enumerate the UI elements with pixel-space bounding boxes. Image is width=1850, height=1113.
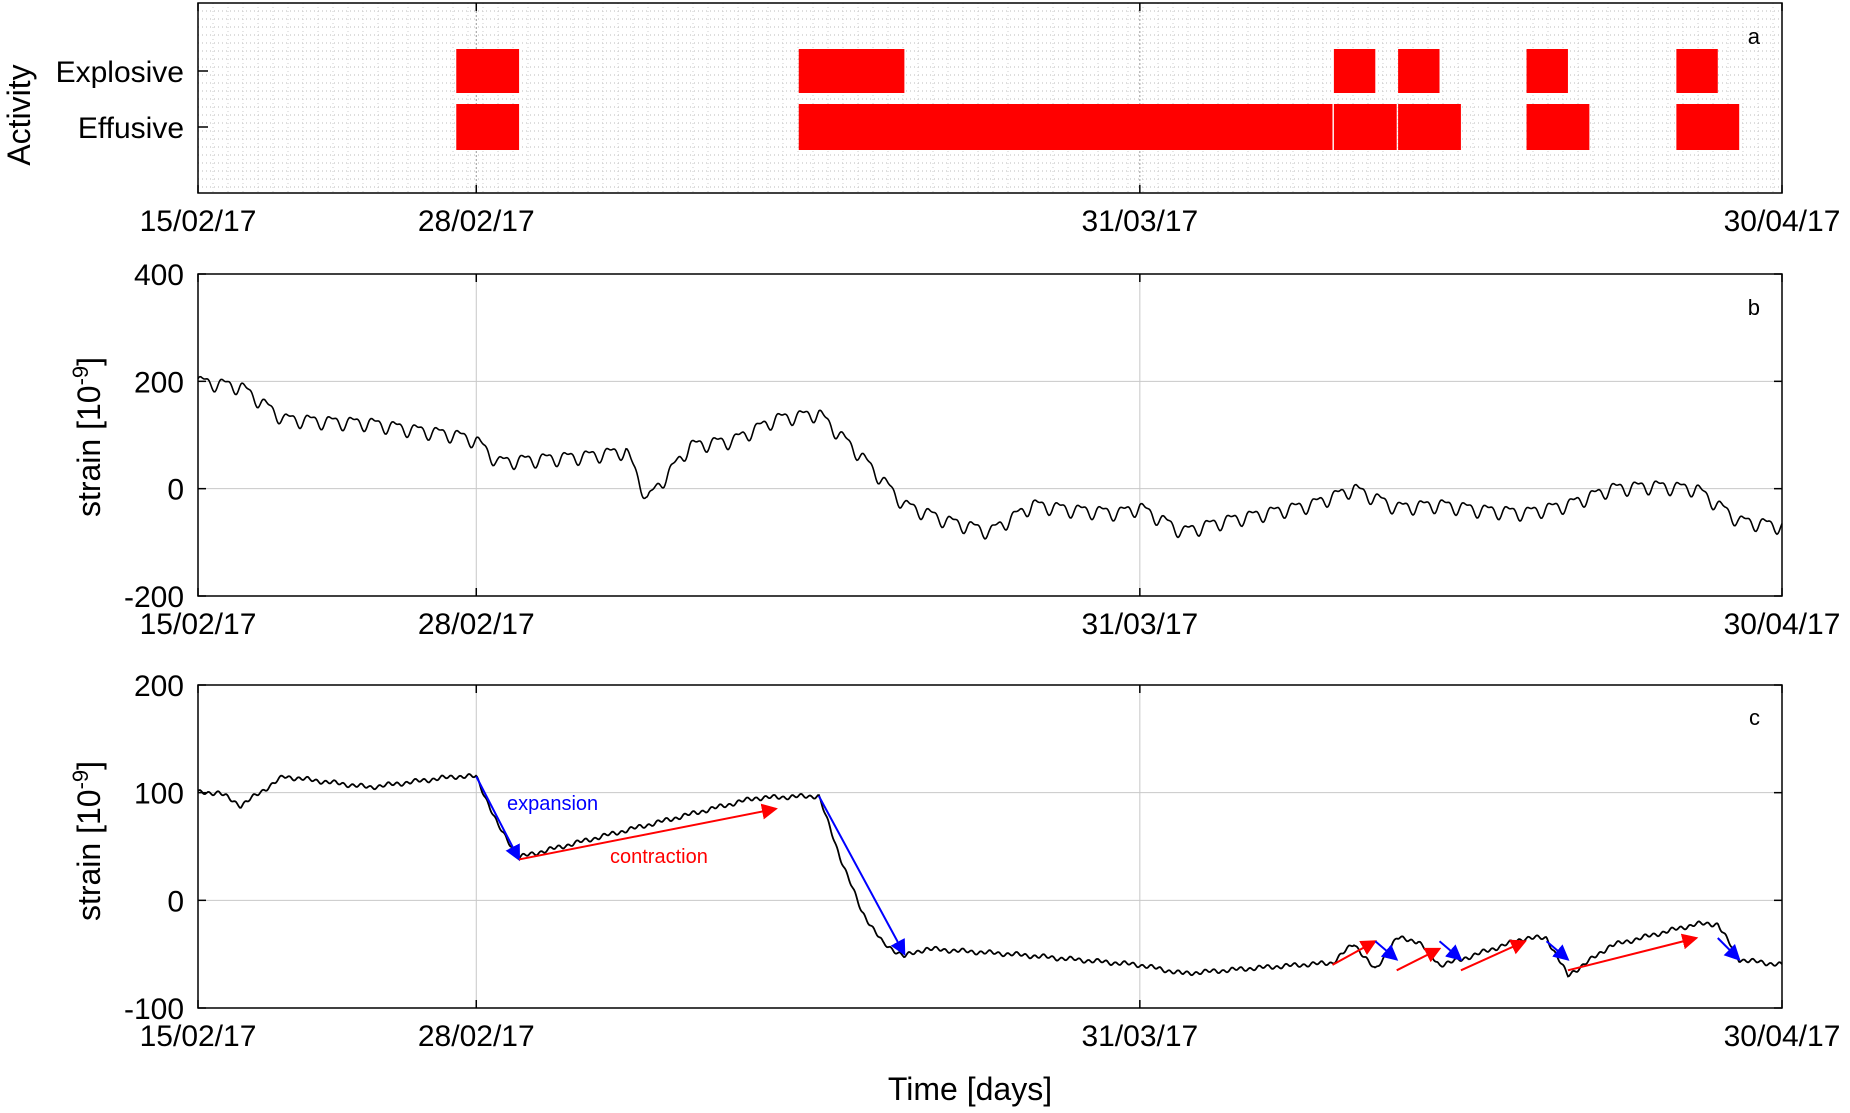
y-tick-explosive: Explosive [56, 56, 184, 89]
x-tick-label: 15/02/17 [140, 1020, 257, 1053]
panel-b-frame [197, 273, 1783, 597]
activity-bar-explosive [456, 49, 520, 93]
activity-bar-explosive [798, 49, 905, 93]
y-axis-label-activity: Activity [1, 64, 37, 165]
x-tick-label: 28/02/17 [418, 608, 535, 641]
arrow-contraction [1396, 947, 1442, 972]
activity-bar-explosive [1676, 49, 1718, 93]
y-axis-label-b-end: ] [71, 357, 107, 366]
annotation-contraction: contraction [610, 846, 708, 868]
panel-label-c: c [1749, 705, 1760, 730]
y-tick-label: 100 [134, 778, 184, 811]
y-tick-label: 200 [134, 670, 184, 703]
x-tick-label: 31/03/17 [1081, 1020, 1198, 1053]
arrow-expansion [1717, 937, 1741, 961]
activity-bar-effusive [456, 104, 520, 150]
x-tick-label: 30/04/17 [1724, 608, 1841, 641]
x-tick-label: 28/02/17 [418, 1020, 535, 1053]
y-tick-label: 0 [167, 885, 184, 918]
arrow-contraction [1460, 939, 1527, 972]
annotation-expansion: expansion [507, 793, 598, 815]
arrow-contraction [1332, 940, 1378, 966]
activity-bar-effusive [798, 104, 1333, 150]
y-tick-label: 200 [134, 366, 184, 399]
x-tick-label: 15/02/17 [140, 205, 257, 238]
y-tick-effusive: Effusive [78, 112, 184, 145]
series-line-strain-c [197, 773, 1783, 978]
panel-label-b: b [1748, 295, 1760, 320]
arrow-expansion [1545, 940, 1570, 961]
arrow-expansion [475, 776, 520, 862]
x-tick-label: 30/04/17 [1724, 1020, 1841, 1053]
y-axis-label-c-text: strain [10 [71, 789, 107, 921]
activity-bar-effusive [1333, 104, 1397, 150]
y-tick-label: 0 [167, 474, 184, 507]
series-line-strain-b [197, 375, 1783, 540]
x-tick-label: 30/04/17 [1724, 205, 1841, 238]
panel-a-frame [197, 2, 1783, 194]
panel-c-frame [197, 684, 1783, 1009]
y-tick-label: -100 [124, 993, 184, 1026]
activity-bar-effusive [1398, 104, 1461, 150]
y-axis-label-b-text: strain [10 [71, 385, 107, 517]
activity-bar-explosive [1398, 49, 1440, 93]
panel-c: expansion contraction -100 0 100 200 15/02/… [68, 670, 1840, 1053]
activity-bar-effusive [1526, 104, 1590, 150]
x-tick-label: 15/02/17 [140, 608, 257, 641]
arrow-expansion [817, 795, 906, 956]
panel-label-a: a [1748, 24, 1761, 49]
y-tick-label: -200 [124, 581, 184, 614]
y-axis-label-c: strain [10-9] [68, 761, 107, 921]
x-axis-label: Time [days] [888, 1071, 1052, 1107]
activity-bar-explosive [1526, 49, 1568, 93]
panel-b: -200 0 200 400 15/02/17 28/02/17 31/03/17 30/0… [68, 259, 1840, 641]
panel-a: Explosive Effusive Activity a 15/02/17 28… [1, 2, 1841, 238]
x-tick-label: 31/03/17 [1081, 608, 1198, 641]
activity-bar-explosive [1333, 49, 1376, 93]
y-tick-label: 400 [134, 259, 184, 292]
y-axis-label-b: strain [10-9] [68, 357, 107, 517]
y-axis-label-c-end: ] [71, 761, 107, 770]
arrow-expansion [1438, 940, 1463, 961]
y-axis-label-c-exponent: -9 [68, 770, 93, 790]
activity-bar-effusive [1676, 104, 1740, 150]
x-tick-label: 31/03/17 [1081, 205, 1198, 238]
arrow-contraction [1567, 933, 1699, 972]
arrow-contraction [518, 803, 778, 861]
y-axis-label-b-exponent: -9 [68, 366, 93, 386]
x-tick-label: 28/02/17 [418, 205, 535, 238]
arrow-expansion [1374, 940, 1399, 961]
